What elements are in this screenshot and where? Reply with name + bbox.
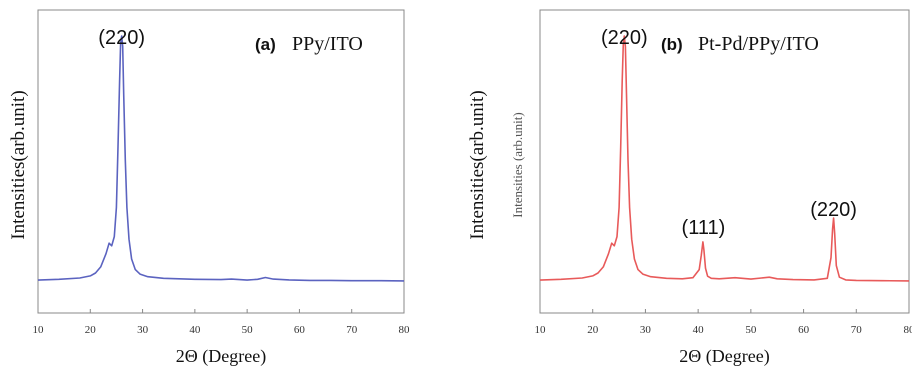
x-tick-label: 40 [189,324,201,336]
x-tick-label: 70 [346,324,358,336]
x-tick-label: 70 [851,324,863,336]
x-tick-label: 40 [693,324,705,336]
x-tick-label: 30 [640,324,652,336]
x-tick-label: 80 [904,324,912,336]
x-tick-label: 80 [399,324,411,336]
panel-b-chart: Intensities(arb.unit) Intensities (arb.u… [455,0,912,369]
xrd-series-line [539,35,910,282]
xrd-plot-ppy-ito: 10 20 30 40 50 60 70 80 2Θ (Degree) (a) PPy/ITO (22… [33,9,411,367]
x-tick-label: 10 [535,324,547,336]
plot-frame [539,9,910,314]
x-tick-label: 10 [33,324,45,336]
x-tick-label: 20 [85,324,97,336]
xrd-series-line [37,35,405,282]
panel-tag: (a) [255,35,276,54]
x-tick-label: 30 [137,324,149,336]
x-axis-label: 2Θ (Degree) [176,346,266,367]
x-tick-label: 50 [745,324,757,336]
panel-title: PPy/ITO [292,33,363,55]
panel-tag: (b) [661,35,683,54]
peak-label: (111) [682,217,726,239]
plot-frame [37,9,405,314]
xrd-plot-ptpd-ppy-ito: 10 20 30 40 50 60 70 80 2Θ (Degree) (b) Pt-Pd/PPy/… [535,9,912,367]
panel-a-chart: Intensities(arb.unit) 10 20 30 40 50 60 70 80 2Θ… [0,0,430,369]
panel-title: Pt-Pd/PPy/ITO [698,33,819,55]
x-tick-label: 50 [242,324,254,336]
x-tick-label: 20 [587,324,599,336]
peak-label: (220) [98,27,145,49]
x-tick-label: 60 [798,324,810,336]
peak-label: (220) [810,199,857,221]
x-tick-label: 60 [294,324,306,336]
x-axis-label: 2Θ (Degree) [679,346,769,367]
peak-label: (220) [601,27,648,49]
